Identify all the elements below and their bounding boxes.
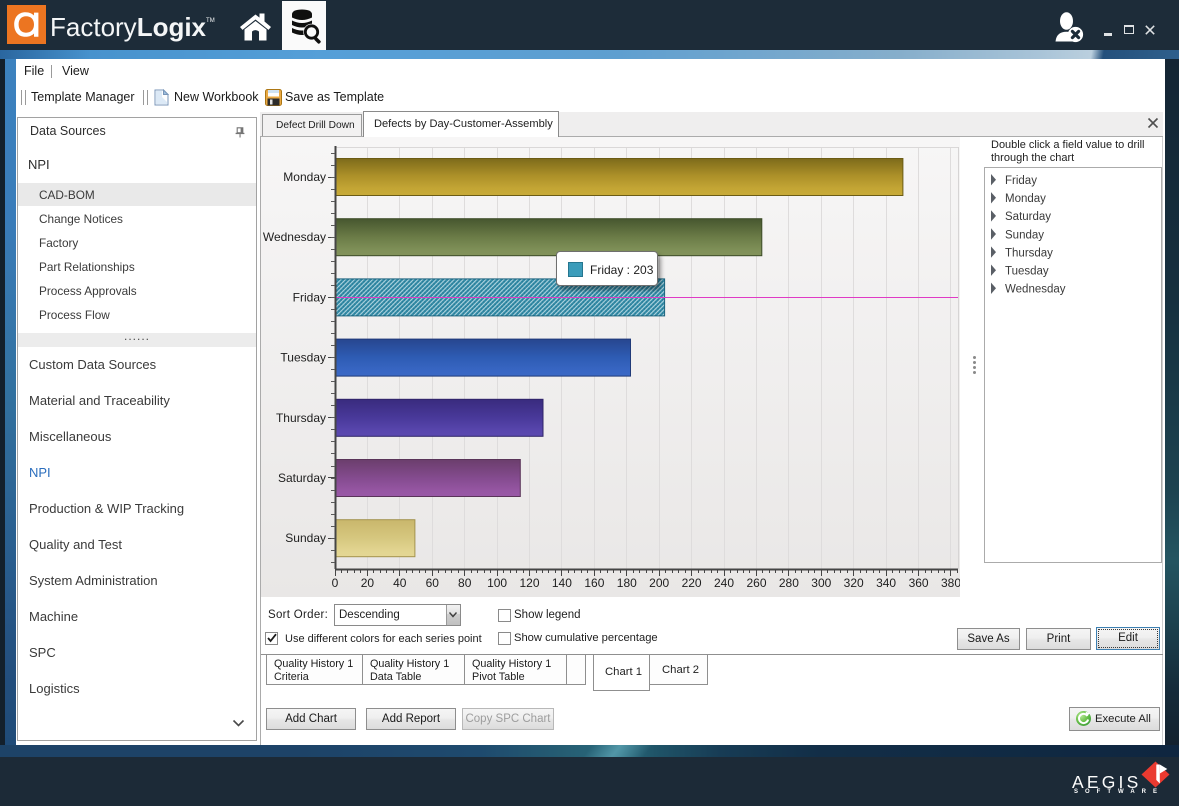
svg-text:220: 220 xyxy=(682,576,702,590)
svg-text:Monday: Monday xyxy=(1005,193,1046,205)
svg-text:200: 200 xyxy=(649,576,669,590)
svg-text:Thursday: Thursday xyxy=(1005,247,1053,259)
svg-text:60: 60 xyxy=(426,576,440,590)
svg-text:Wednesday: Wednesday xyxy=(263,230,326,244)
svg-text:340: 340 xyxy=(876,576,896,590)
svg-text:80: 80 xyxy=(458,576,472,590)
svg-text:260: 260 xyxy=(746,576,766,590)
svg-text:Tuesday: Tuesday xyxy=(1005,266,1049,278)
svg-text:Tuesday: Tuesday xyxy=(280,351,326,365)
svg-text:Saturday: Saturday xyxy=(278,471,326,485)
svg-text:Sunday: Sunday xyxy=(285,531,326,545)
svg-text:140: 140 xyxy=(552,576,572,590)
svg-text:120: 120 xyxy=(519,576,539,590)
svg-text:0: 0 xyxy=(332,576,339,590)
svg-text:300: 300 xyxy=(811,576,831,590)
svg-text:Thursday: Thursday xyxy=(276,411,326,425)
svg-text:240: 240 xyxy=(714,576,734,590)
svg-text:180: 180 xyxy=(617,576,637,590)
svg-text:320: 320 xyxy=(844,576,864,590)
svg-text:20: 20 xyxy=(361,576,375,590)
svg-text:Saturday: Saturday xyxy=(1005,211,1051,223)
svg-text:Wednesday: Wednesday xyxy=(1005,284,1066,296)
svg-text:Friday: Friday xyxy=(293,290,326,304)
svg-text:Sunday: Sunday xyxy=(1005,229,1044,241)
svg-text:Monday: Monday xyxy=(283,170,326,184)
svg-text:40: 40 xyxy=(393,576,407,590)
svg-text:100: 100 xyxy=(487,576,507,590)
svg-text:360: 360 xyxy=(909,576,929,590)
svg-text:160: 160 xyxy=(584,576,604,590)
svg-text:Friday: Friday xyxy=(1005,175,1037,187)
svg-text:280: 280 xyxy=(779,576,799,590)
svg-text:380: 380 xyxy=(941,576,960,590)
